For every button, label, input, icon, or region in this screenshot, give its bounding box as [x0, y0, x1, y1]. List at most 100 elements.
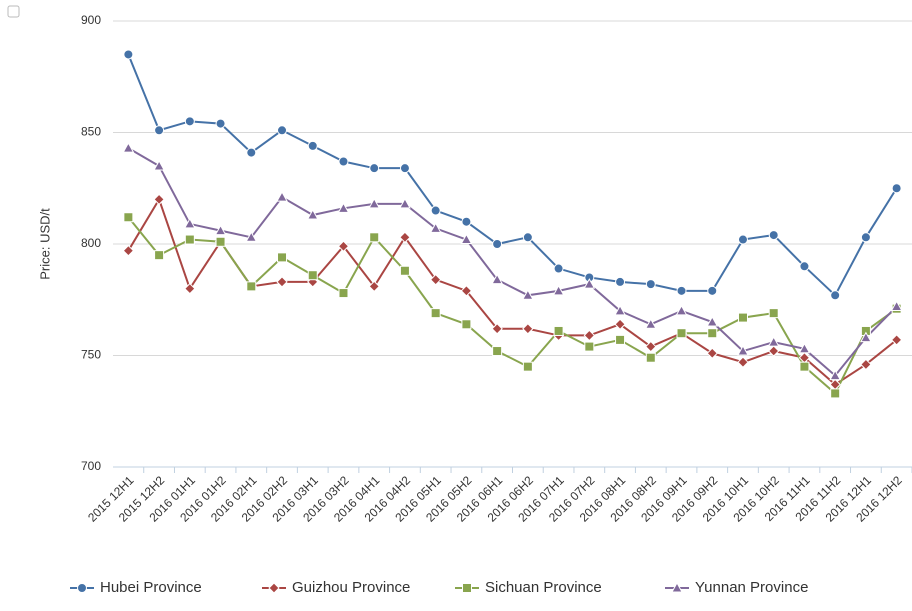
data-point	[737, 356, 749, 368]
series-line	[127, 54, 898, 297]
series-line	[127, 216, 898, 396]
data-point	[768, 308, 779, 319]
data-point	[338, 156, 349, 167]
data-point	[737, 345, 749, 356]
legend-marker	[462, 583, 472, 593]
data-point	[492, 239, 503, 249]
data-point	[307, 270, 318, 281]
data-point	[492, 346, 503, 357]
legend-marker	[77, 583, 87, 593]
data-point	[153, 159, 165, 171]
data-point	[368, 197, 381, 209]
data-point	[737, 312, 748, 323]
data-point	[307, 140, 318, 151]
legend-marker	[671, 581, 683, 593]
data-point	[122, 244, 135, 257]
data-point	[429, 273, 442, 286]
data-point	[860, 358, 872, 371]
data-point	[399, 163, 410, 174]
data-point	[799, 361, 810, 372]
series-line	[127, 147, 898, 378]
series-line	[127, 197, 898, 386]
data-point	[399, 231, 411, 244]
data-point	[584, 341, 595, 352]
data-point	[399, 265, 410, 276]
data-point	[184, 116, 195, 127]
data-point	[676, 285, 687, 296]
data-point	[277, 125, 288, 136]
data-point	[368, 280, 380, 293]
data-point	[214, 224, 227, 236]
data-point	[860, 232, 871, 243]
legend-item: Guizhou Province	[262, 579, 410, 596]
data-point	[277, 252, 288, 263]
checkbox-icon	[7, 5, 20, 18]
y-tick-label: 700	[81, 459, 101, 473]
data-point	[154, 125, 165, 136]
data-point	[583, 329, 596, 342]
data-point	[276, 191, 288, 202]
data-point	[369, 232, 380, 243]
data-point	[522, 232, 533, 243]
data-point	[154, 250, 165, 261]
data-point	[768, 230, 779, 241]
data-point	[614, 318, 626, 330]
data-point	[890, 300, 903, 311]
data-point	[860, 331, 872, 343]
data-point	[306, 208, 319, 220]
data-point	[767, 336, 780, 347]
legend-label: Yunnan Province	[695, 579, 808, 596]
data-point	[153, 193, 165, 206]
data-point	[276, 276, 288, 288]
data-point	[768, 345, 780, 357]
data-point	[246, 147, 257, 158]
data-point	[460, 285, 473, 297]
data-point	[184, 282, 196, 295]
data-point	[215, 118, 226, 129]
data-point	[215, 236, 226, 247]
data-point	[706, 347, 718, 359]
data-point	[706, 316, 719, 327]
data-point	[183, 217, 196, 229]
data-point	[552, 284, 565, 296]
data-point	[676, 328, 687, 339]
data-point	[461, 319, 472, 330]
data-point	[644, 318, 657, 329]
data-point	[830, 290, 841, 301]
legend-item: Sichuan Province	[455, 579, 602, 596]
data-point	[522, 323, 534, 335]
data-point	[614, 304, 626, 316]
data-point	[369, 163, 380, 174]
y-tick-label: 900	[81, 13, 101, 27]
legend-label: Sichuan Province	[485, 579, 602, 596]
data-point	[491, 273, 503, 285]
data-point	[122, 142, 135, 153]
data-point	[891, 183, 902, 194]
data-point	[645, 279, 656, 290]
legend-marker	[268, 582, 280, 594]
data-point	[583, 278, 596, 289]
data-point	[615, 334, 626, 345]
legend-item: Hubei Province	[70, 579, 202, 596]
data-point	[430, 205, 441, 216]
legend-label: Guizhou Province	[292, 579, 410, 596]
y-axis-title: Price: USD/t	[37, 208, 52, 280]
data-point	[337, 240, 350, 252]
data-point	[645, 340, 657, 353]
data-point	[184, 234, 195, 245]
data-point	[123, 212, 134, 223]
data-point	[338, 288, 349, 299]
data-point	[553, 325, 564, 336]
data-point	[707, 328, 718, 339]
data-point	[675, 304, 688, 316]
data-point	[430, 308, 441, 319]
data-point	[246, 281, 257, 292]
legend-item: Yunnan Province	[665, 579, 808, 596]
data-point	[460, 233, 473, 245]
legend-label: Hubei Province	[100, 579, 202, 596]
data-point	[522, 361, 533, 372]
data-point	[337, 202, 350, 213]
data-point	[399, 197, 411, 209]
data-point	[615, 276, 626, 287]
